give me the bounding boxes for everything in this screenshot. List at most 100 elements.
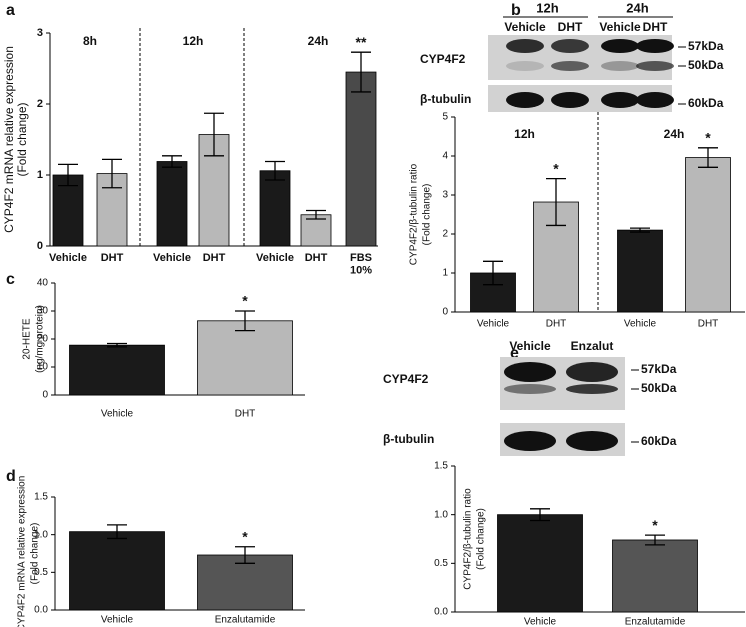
bar <box>69 344 165 396</box>
blot-band <box>601 39 639 53</box>
x-tick-label: Vehicle <box>624 319 657 330</box>
blot-band <box>551 92 589 108</box>
y-tick-label: 10 <box>37 362 49 373</box>
error-bar <box>162 155 182 168</box>
y-axis-label: CYP4F2 mRNA relative expression <box>2 46 16 233</box>
bar <box>300 214 332 247</box>
y-tick-label: 0 <box>42 390 48 401</box>
y-tick-label: 1.0 <box>34 529 48 540</box>
panel: a 0 1 2 3 CYP4F2 mRNA relative expression (Fol… <box>2 2 378 277</box>
protein-label: CYP4F2 <box>383 372 429 386</box>
significance-label: * <box>242 528 248 544</box>
blot-band <box>551 39 589 53</box>
marker-label: 60kDa <box>688 96 724 110</box>
bar <box>156 161 188 247</box>
significance-label: * <box>652 517 658 533</box>
error-bar <box>107 342 127 348</box>
y-tick-label: 3 <box>442 190 448 201</box>
error-bar <box>351 51 371 93</box>
y-tick-label: 0.5 <box>34 567 48 578</box>
x-tick-label: Enzalutamide <box>625 617 686 627</box>
bar <box>685 157 731 313</box>
y-tick-label: 1.0 <box>434 509 448 520</box>
blot-band <box>636 61 674 71</box>
time-label: 24h <box>626 0 648 15</box>
y-tick-label: 0.0 <box>434 607 448 618</box>
lane-label: DHT <box>558 20 583 34</box>
x-tick-label: Vehicle <box>477 319 510 330</box>
bar <box>259 170 291 247</box>
blot-band <box>601 92 639 108</box>
x-tick-label: DHT <box>546 319 567 330</box>
panel-label: d <box>6 468 16 485</box>
blot-band <box>504 384 556 394</box>
panel: e 0.0 0.5 1.0 1.5 CYP4F2/β-tubulin ratio (Fold… <box>383 339 745 627</box>
x-tick-label: Vehicle <box>101 409 134 420</box>
lane-label: Vehicle <box>504 20 546 34</box>
panel-label: a <box>6 2 15 19</box>
x-tick-label: FBS 10% <box>350 252 372 277</box>
y-axis-label: CYP4F2/β-tubulin ratio <box>409 163 420 265</box>
panel-label: c <box>6 271 15 288</box>
y-axis-label: CYP4F2/β-tubulin ratio <box>463 488 474 590</box>
lane-label: Enzalut <box>571 339 614 353</box>
error-bar <box>483 260 503 286</box>
significance-label: * <box>705 130 711 146</box>
error-bar <box>698 147 718 168</box>
protein-label: CYP4F2 <box>420 52 466 66</box>
x-tick-label: Vehicle <box>49 252 87 264</box>
y-tick-label: 30 <box>37 306 49 317</box>
error-bar <box>235 310 255 332</box>
y-axis-label: (Fold change) <box>15 102 29 176</box>
error-bar <box>645 534 665 546</box>
error-bar <box>235 546 255 564</box>
error-bar <box>306 209 326 220</box>
y-tick-label: 2 <box>442 229 448 240</box>
protein-label: β-tubulin <box>383 432 434 446</box>
significance-label: * <box>242 293 248 309</box>
y-tick-label: 0.5 <box>434 558 448 569</box>
x-tick-label: DHT <box>203 252 226 264</box>
blot-band <box>566 384 618 394</box>
error-bar <box>546 177 566 227</box>
time-label: 12h <box>536 0 558 15</box>
x-tick-label: Enzalutamide <box>215 615 276 626</box>
bar <box>497 514 583 613</box>
marker-label: 50kDa <box>688 58 724 72</box>
panel-label: b <box>511 2 521 19</box>
blot-band <box>636 92 674 108</box>
bar <box>69 531 165 611</box>
marker-label: 50kDa <box>641 381 677 395</box>
y-tick-label: 0 <box>442 307 448 318</box>
significance-label: * <box>553 160 559 176</box>
panel-label: e <box>510 345 519 362</box>
y-tick-label: 1 <box>442 268 448 279</box>
bar <box>197 320 293 396</box>
y-tick-label: 1.5 <box>34 492 48 503</box>
lane-label: Vehicle <box>599 20 641 34</box>
blot-band <box>506 39 544 53</box>
marker-label: 60kDa <box>641 434 677 448</box>
error-bar <box>107 524 127 540</box>
blot-band <box>601 61 639 71</box>
x-tick-label: Vehicle <box>256 252 294 264</box>
marker-label: 57kDa <box>641 362 677 376</box>
x-tick-label: Vehicle <box>153 252 191 264</box>
error-bar <box>530 508 550 522</box>
bar <box>612 539 698 613</box>
blot-band <box>566 431 618 451</box>
blot-band <box>506 92 544 108</box>
marker-label: 57kDa <box>688 39 724 53</box>
group-label: 24h <box>308 34 329 48</box>
y-tick-label: 3 <box>37 27 43 39</box>
bar <box>617 229 663 313</box>
panel: b 0 1 2 3 4 5 CYP4F2/β-tubulin ratio (Fold chang… <box>409 0 745 330</box>
error-bar <box>265 160 285 181</box>
x-tick-label: Vehicle <box>524 617 557 627</box>
y-tick-label: 0.0 <box>34 605 48 616</box>
y-tick-label: 4 <box>442 151 448 162</box>
group-label: 8h <box>83 34 97 48</box>
y-tick-label: 40 <box>37 278 49 289</box>
x-tick-label: DHT <box>101 252 124 264</box>
